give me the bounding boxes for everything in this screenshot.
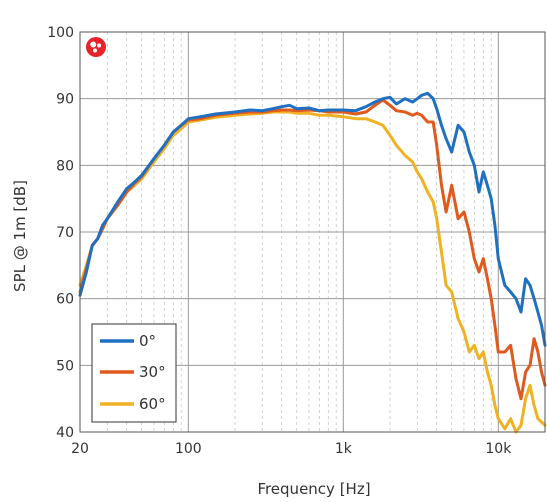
red-speaker-logo-icon <box>86 37 106 57</box>
y-tick-label: 90 <box>56 92 74 108</box>
series-line-0deg <box>78 91 547 347</box>
y-tick-label: 80 <box>56 158 74 174</box>
tick-labels: 40 50 60 70 80 90 100 20 100 1k 10k <box>47 25 512 457</box>
y-tick-label: 100 <box>47 25 74 41</box>
plot-lines <box>78 91 547 434</box>
y-tick-label: 70 <box>56 225 74 241</box>
legend-label-30deg: 30° <box>139 363 166 381</box>
x-tick-label: 100 <box>175 441 202 457</box>
legend-label-60deg: 60° <box>139 395 166 413</box>
x-tick-label: 10k <box>485 441 512 457</box>
y-tick-label: 40 <box>56 425 74 441</box>
series-line-60deg <box>78 110 547 434</box>
y-axis-title: SPL @ 1m [dB] <box>11 180 29 292</box>
x-tick-label: 1k <box>335 441 353 457</box>
x-axis-title: Frequency [Hz] <box>257 480 370 498</box>
plot-area-border <box>79 31 546 433</box>
x-tick-label: 20 <box>71 441 89 457</box>
legend-label-0deg: 0° <box>139 332 156 350</box>
y-tick-label: 60 <box>56 292 74 308</box>
y-tick-label: 50 <box>56 358 74 374</box>
legend: 0° 30° 60° <box>91 323 177 423</box>
